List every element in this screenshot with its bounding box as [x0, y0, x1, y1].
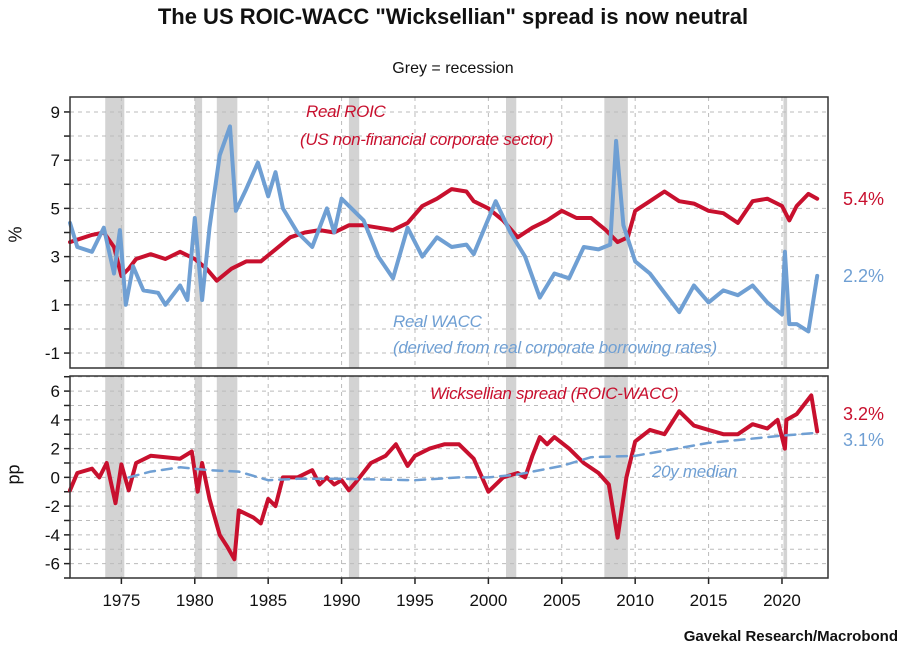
- x-tick-label: 1995: [396, 591, 434, 610]
- source-credit: Gavekal Research/Macrobond: [683, 628, 898, 645]
- recession-band: [105, 376, 125, 578]
- wacc-annotation: Real WACC: [393, 312, 482, 331]
- x-tick-label: 2005: [543, 591, 581, 610]
- y-tick-label: 1: [51, 296, 60, 315]
- y-tick-label: -2: [45, 497, 60, 516]
- x-tick-label: 1980: [176, 591, 214, 610]
- recession-band: [105, 97, 125, 368]
- y-tick-label: -6: [45, 555, 60, 574]
- recession-band: [348, 97, 360, 368]
- bottom-y-axis-label: pp: [3, 464, 24, 485]
- median-annotation: 20y median: [652, 462, 737, 481]
- roic-annotation: Real ROIC: [306, 102, 386, 121]
- bottom-panel: -6 -4 -2 0 2 4 6 1975 1980 1985 1990 1995 2000 2005 20…: [45, 375, 829, 610]
- series-line-real-roic: [68, 187, 820, 283]
- y-tick-label: -4: [45, 526, 60, 545]
- y-tick-label: 9: [51, 103, 60, 122]
- series-line-wicksellian-spread-roic-wacc: [68, 393, 820, 562]
- top-panel: -1 1 3 5 7 9: [45, 96, 829, 369]
- spread-end-label: 3.2%: [843, 404, 885, 424]
- recession-band: [216, 376, 238, 578]
- y-tick-label: 4: [51, 411, 60, 430]
- x-tick-label: 2000: [469, 591, 507, 610]
- x-tick-label: 2010: [616, 591, 654, 610]
- series-line-real-wacc: [68, 124, 820, 334]
- median-end-label: 3.1%: [843, 430, 885, 450]
- chart-title: The US ROIC-WACC "Wicksellian" spread is…: [157, 4, 749, 29]
- y-tick-label: 0: [51, 468, 60, 487]
- x-tick-label: 2015: [690, 591, 728, 610]
- y-tick-label: 6: [51, 382, 60, 401]
- plot-frame: [69, 96, 829, 369]
- recession-band: [348, 376, 360, 578]
- top-y-axis-label: %: [5, 226, 26, 243]
- y-tick-label: 7: [51, 151, 60, 170]
- wacc-end-label: 2.2%: [843, 266, 885, 286]
- plot-frame: [69, 375, 829, 579]
- y-tick-label: 3: [51, 248, 60, 267]
- spread-annotation: Wicksellian spread (ROIC-WACC): [430, 384, 679, 403]
- x-tick-label: 1990: [323, 591, 361, 610]
- y-tick-label: 2: [51, 440, 60, 459]
- wacc-annotation-sub: (derived from real corporate borrowing r…: [393, 338, 717, 357]
- x-tick-label: 2020: [763, 591, 801, 610]
- chart-subtitle: Grey = recession: [392, 60, 514, 77]
- x-tick-label: 1975: [102, 591, 140, 610]
- series-line-20y-median: [127, 431, 819, 482]
- roic-end-label: 5.4%: [843, 189, 885, 209]
- y-tick-label: -1: [45, 344, 60, 363]
- y-tick-label: 5: [51, 199, 60, 218]
- roic-annotation-sub: (US non-financial corporate sector): [300, 130, 554, 149]
- x-tick-label: 1985: [249, 591, 287, 610]
